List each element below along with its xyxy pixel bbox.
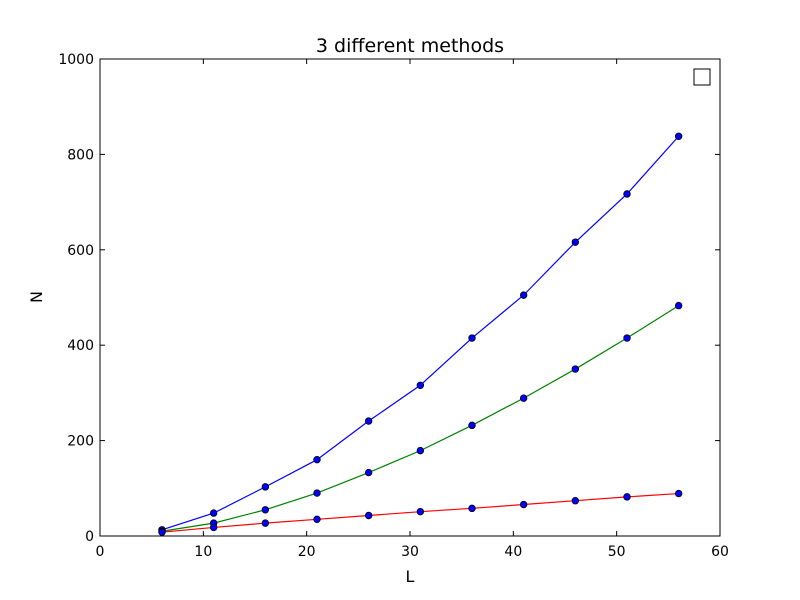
y-axis-label: N — [27, 291, 46, 303]
data-point-2-4 — [364, 511, 373, 520]
y-tick-label: 400 — [67, 338, 94, 354]
x-tick-label: 0 — [96, 544, 105, 560]
legend-box — [693, 68, 711, 86]
data-point-2-0 — [158, 528, 166, 536]
plot-area — [158, 132, 683, 536]
x-tick-label: 50 — [608, 544, 626, 560]
data-point-0-2 — [261, 483, 270, 491]
data-point-1-4 — [364, 468, 373, 477]
data-point-1-7 — [519, 394, 528, 402]
series-line-1 — [161, 305, 679, 532]
x-tick-label: 20 — [298, 544, 316, 560]
y-tick-label: 600 — [67, 243, 94, 259]
data-point-0-6 — [468, 334, 476, 342]
data-point-2-5 — [416, 507, 425, 516]
x-tick-label: 60 — [711, 544, 729, 560]
x-tick-label: 40 — [504, 544, 522, 560]
data-point-0-10 — [674, 132, 683, 140]
data-point-1-8 — [571, 365, 580, 373]
series-line-0 — [161, 135, 680, 531]
data-point-0-3 — [313, 455, 321, 464]
data-point-2-6 — [468, 504, 476, 513]
y-tick-label: 800 — [67, 147, 94, 163]
data-point-0-7 — [519, 291, 528, 299]
data-point-2-2 — [261, 519, 270, 527]
chart-title: 3 different methods — [316, 35, 504, 57]
data-point-1-5 — [416, 446, 425, 455]
data-point-1-9 — [623, 334, 631, 342]
data-point-1-2 — [261, 506, 270, 514]
data-point-1-10 — [674, 301, 683, 310]
y-tick-label: 0 — [85, 529, 94, 545]
plot-frame — [99, 58, 721, 537]
data-point-0-5 — [416, 381, 425, 389]
x-tick-label: 10 — [194, 544, 212, 560]
data-point-1-3 — [313, 489, 321, 497]
data-point-2-3 — [313, 515, 321, 524]
data-point-2-9 — [623, 493, 631, 501]
data-point-0-4 — [364, 417, 373, 425]
y-tick-label: 200 — [67, 434, 94, 450]
data-point-1-6 — [468, 421, 476, 430]
y-tick-label: 1000 — [58, 52, 94, 68]
data-point-0-8 — [571, 238, 580, 246]
data-point-2-10 — [674, 489, 683, 498]
data-point-2-8 — [571, 497, 580, 505]
data-point-2-1 — [209, 523, 218, 532]
data-point-0-9 — [623, 190, 631, 198]
x-axis-label: L — [406, 567, 415, 586]
data-point-0-1 — [209, 509, 218, 517]
x-tick-label: 30 — [401, 544, 419, 560]
data-point-2-7 — [519, 500, 528, 509]
